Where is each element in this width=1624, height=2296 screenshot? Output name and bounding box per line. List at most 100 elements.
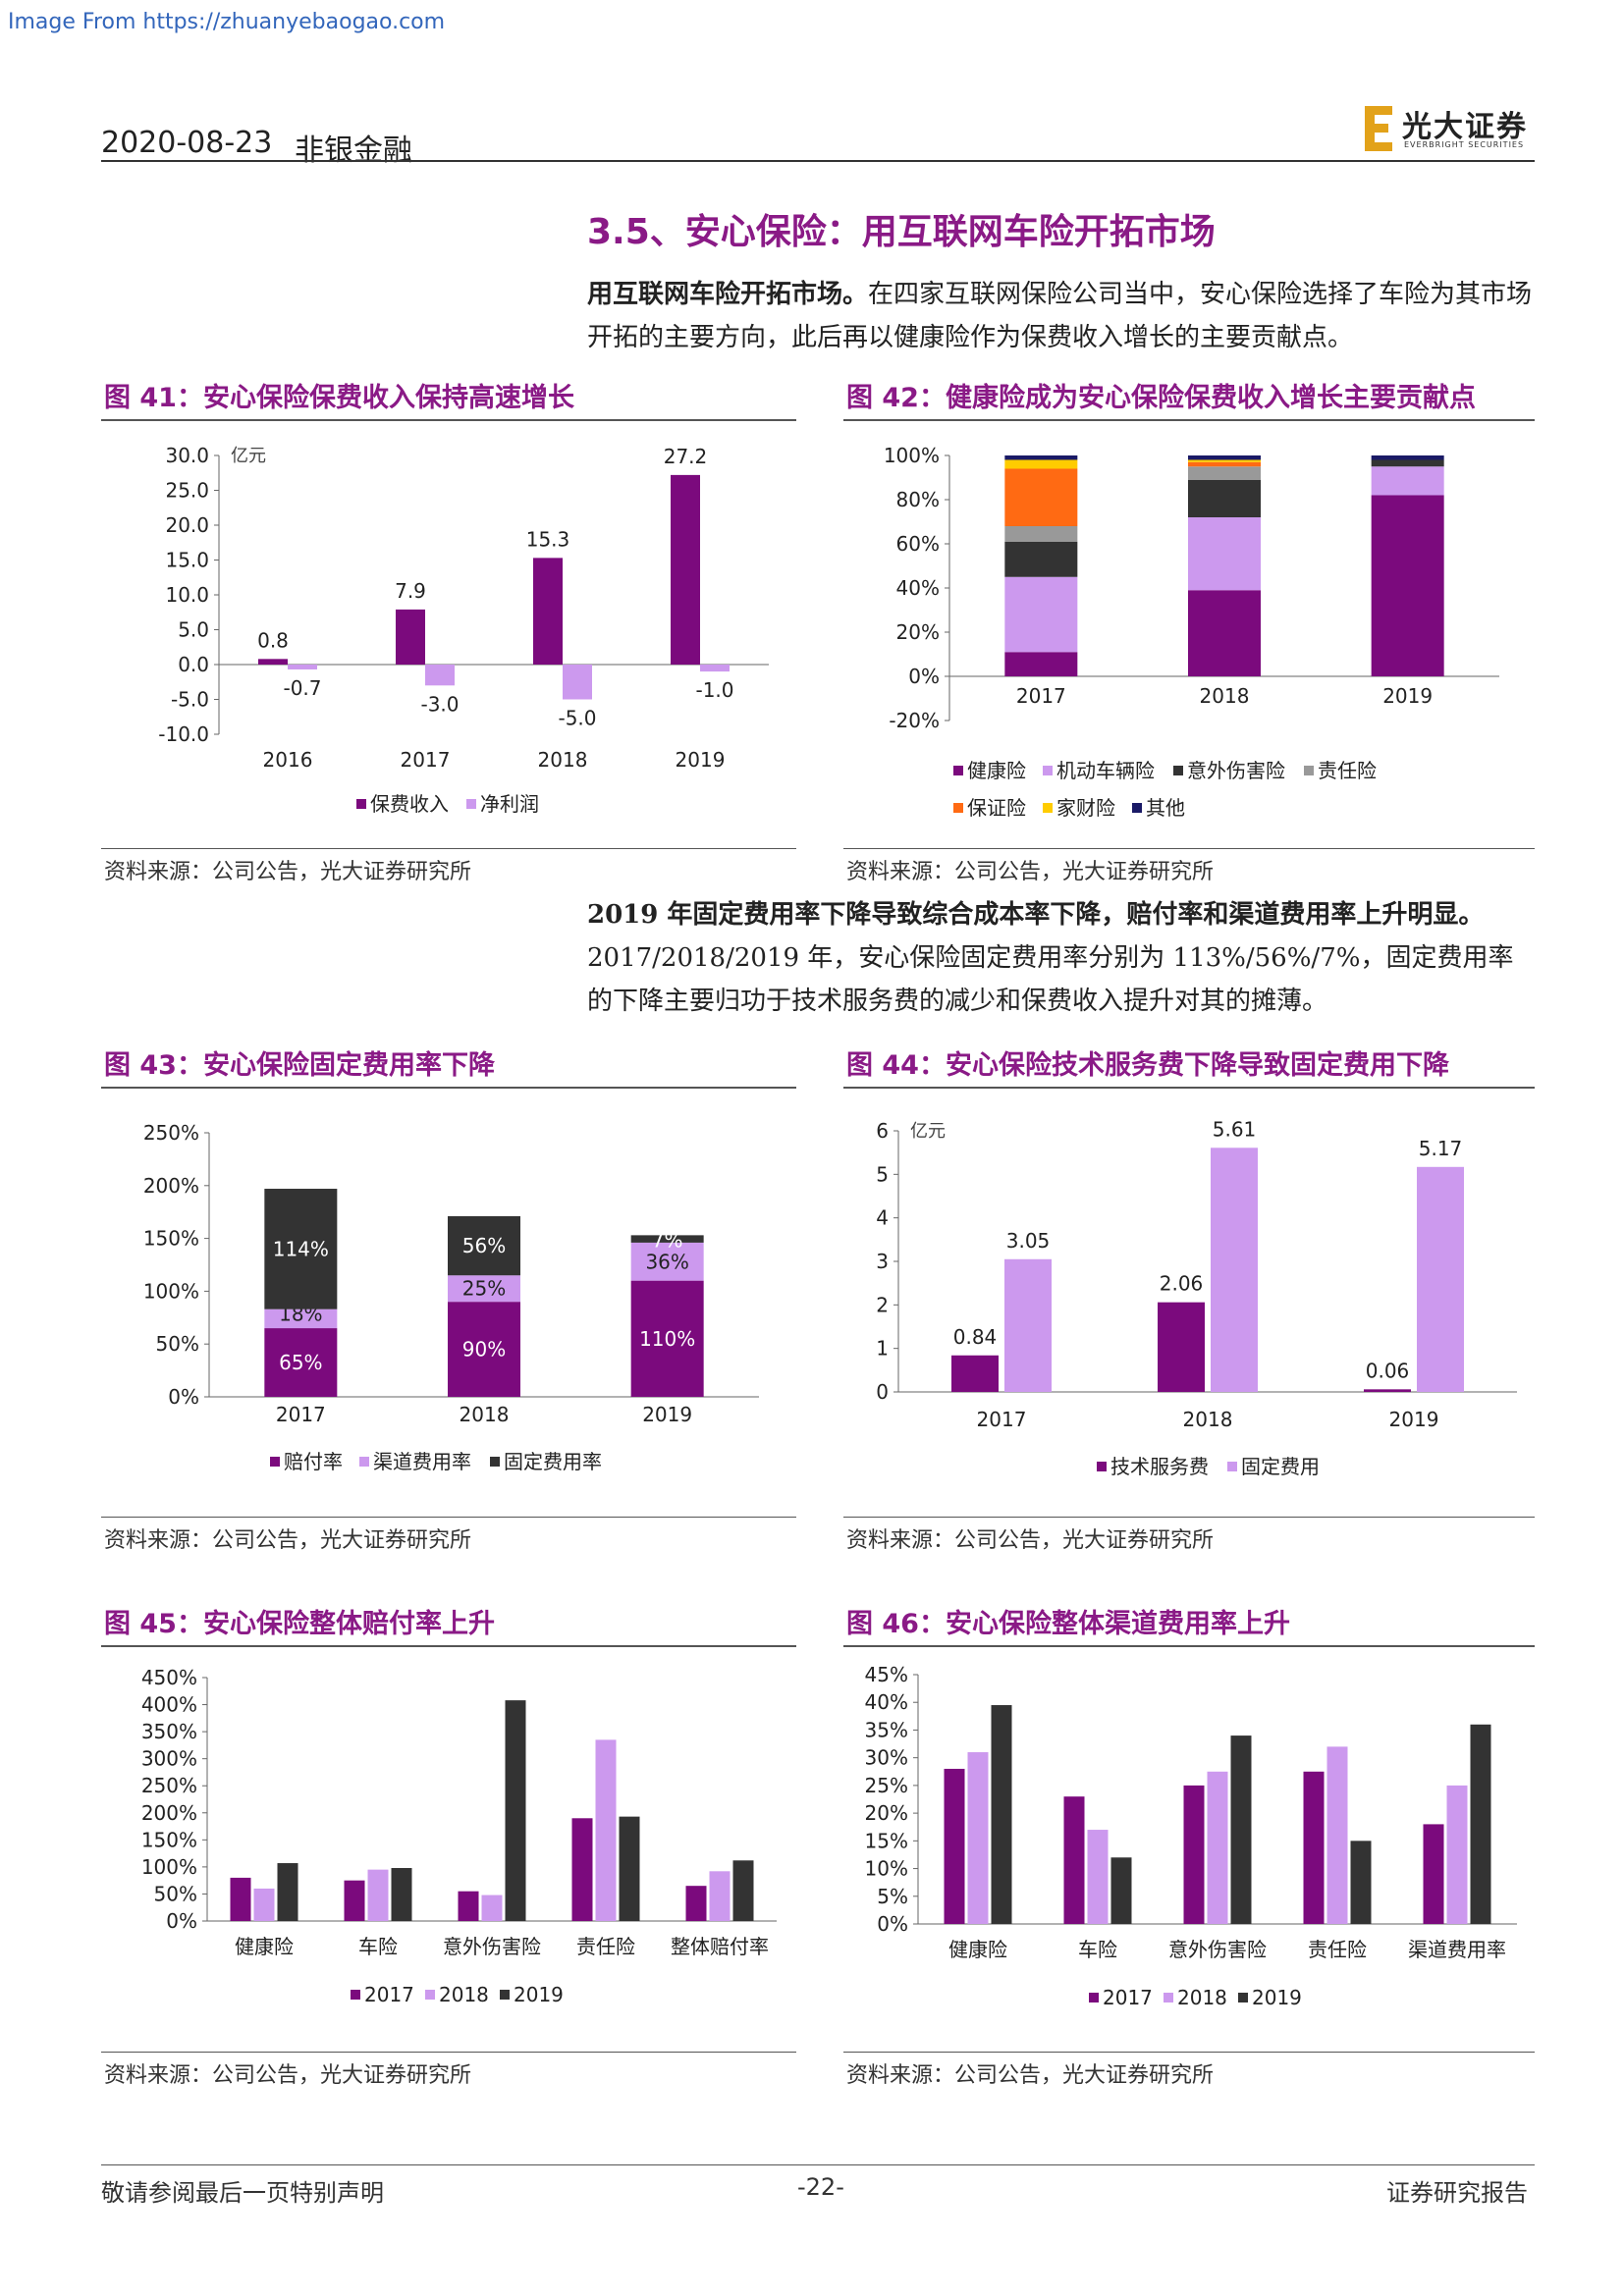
x-tick-label: 责任险	[1308, 1938, 1367, 1961]
y-tick-label: 150%	[143, 1227, 199, 1251]
bar	[1326, 1746, 1348, 1924]
y-tick-label: 45%	[865, 1663, 908, 1686]
legend-label: 2018	[1177, 1986, 1227, 2009]
bar	[425, 665, 455, 686]
x-tick-label: 2018	[460, 1403, 510, 1426]
y-tick-label: -10.0	[158, 722, 209, 746]
bar	[595, 1739, 617, 1921]
bar	[253, 1888, 275, 1921]
y-tick-label: 0%	[166, 1909, 197, 1933]
bar-segment	[448, 1275, 520, 1303]
bar	[685, 1886, 707, 1921]
bar-segment	[1004, 455, 1078, 460]
y-tick-label: 5%	[877, 1885, 908, 1908]
bar	[367, 1869, 389, 1921]
y-tick-label: -5.0	[171, 688, 209, 712]
data-label: 7%	[652, 1228, 683, 1252]
watermark-text[interactable]: Image From https://zhuanyebaogao.com	[8, 10, 446, 34]
bar	[671, 474, 700, 665]
figure-42-chart: 100% 80% 60% 40% 20% 0% -20% 2017 2018 2019 健康险 机动车…	[884, 444, 1499, 820]
legend-swatch	[1227, 1462, 1237, 1471]
bar-segment	[1371, 459, 1444, 467]
bar	[1350, 1841, 1372, 1924]
bar-segment	[1004, 459, 1078, 469]
data-label: 36%	[645, 1250, 688, 1273]
y-tick-label: 0	[876, 1380, 889, 1404]
figure-42-bottom-rule	[843, 848, 1535, 849]
x-tick-label: 2019	[642, 1403, 692, 1426]
bar	[1063, 1796, 1085, 1924]
y-tick-label: 0%	[908, 665, 940, 688]
data-label: 114%	[273, 1237, 329, 1260]
legend-swatch	[1164, 1993, 1173, 2002]
y-tick-label: 15.0	[165, 549, 209, 572]
x-tick-label: 2017	[1016, 684, 1066, 708]
figure-41-chart: 30.0 25.0 20.0 15.0 10.0 5.0 0.0 -5.0 -10.0 亿元 201…	[158, 444, 769, 816]
y-tick-label: 100%	[143, 1279, 199, 1303]
bar	[1423, 1824, 1444, 1924]
y-tick-label: 30%	[865, 1746, 908, 1770]
legend-swatch	[1173, 766, 1183, 775]
y-tick-label: 10.0	[165, 583, 209, 607]
legend-label: 2018	[439, 1983, 489, 2006]
x-tick-label: 责任险	[576, 1935, 635, 1958]
bar-segment	[1188, 466, 1261, 480]
y-tick-label: 5.0	[178, 618, 209, 642]
bar-segment	[1188, 479, 1261, 517]
figure-43-bottom-rule	[101, 1517, 796, 1518]
figure-46-top-rule	[843, 1645, 1535, 1647]
y-tick-label: 25%	[865, 1774, 908, 1797]
x-tick-label: 健康险	[948, 1938, 1007, 1961]
y-tick-label: 100%	[141, 1855, 197, 1879]
bar	[1470, 1724, 1491, 1924]
data-label: 65%	[279, 1351, 322, 1374]
x-tick-label: 2017	[977, 1408, 1027, 1431]
y-tick-label: 30.0	[165, 444, 209, 467]
bar	[505, 1700, 526, 1921]
x-tick-label: 渠道费用率	[1408, 1938, 1506, 1961]
x-tick-label: 2018	[538, 748, 588, 772]
legend-swatch	[359, 1457, 369, 1467]
figure-46-title: 图 46：安心保险整体渠道费用率上升	[846, 1609, 1290, 1639]
figure-43-source: 资料来源：公司公告，光大证券研究所	[104, 1528, 472, 1553]
y-tick-label: 3	[876, 1250, 889, 1273]
footer-report-type: 证券研究报告	[1386, 2179, 1528, 2207]
figure-46-chart: 45% 40% 35% 30% 25% 20% 15% 10% 5% 0% 健康险 车险 意外伤害险 责任…	[865, 1663, 1517, 2009]
legend-label: 责任险	[1318, 759, 1377, 782]
bar	[1087, 1830, 1109, 1924]
figure-44-title: 图 44：安心保险技术服务费下降导致固定费用下降	[846, 1050, 1449, 1081]
bar-segment	[1188, 517, 1261, 591]
y-tick-label: 250%	[143, 1121, 199, 1145]
bar	[967, 1752, 989, 1924]
bar	[344, 1880, 365, 1921]
data-label: 27.2	[664, 445, 708, 468]
figure-41-source: 资料来源：公司公告，光大证券研究所	[104, 860, 472, 884]
y-tick-label: 200%	[143, 1174, 199, 1198]
figure-44-source: 资料来源：公司公告，光大证券研究所	[846, 1528, 1215, 1553]
x-tick-label: 2018	[1183, 1408, 1233, 1431]
legend-swatch	[1238, 1993, 1248, 2002]
data-label: 90%	[462, 1338, 506, 1362]
legend-swatch	[466, 799, 476, 809]
y-tick-label: 60%	[896, 532, 940, 556]
bar-segment	[1188, 590, 1261, 676]
y-tick-label: 35%	[865, 1718, 908, 1741]
y-tick-label: 10%	[865, 1857, 908, 1881]
header-divider	[101, 160, 1535, 162]
figure-45-title: 图 45：安心保险整体赔付率上升	[104, 1609, 495, 1639]
figure-44-chart: 6 5 4 3 2 1 0 亿元 2017 2018 2019 0.84 3.05 2.06 5.61 0.0…	[876, 1117, 1517, 1478]
legend-swatch	[1304, 766, 1314, 775]
figure-45-source: 资料来源：公司公告，光大证券研究所	[104, 2063, 472, 2088]
figure-45-chart: 450% 400% 350% 300% 250% 200% 150% 100% 50% 0% 健康险…	[141, 1666, 777, 2006]
y-tick-label: 40%	[865, 1690, 908, 1714]
x-tick-label: 2018	[1200, 684, 1250, 708]
bar	[1004, 1258, 1052, 1392]
x-tick-label: 整体赔付率	[671, 1935, 769, 1958]
paragraph-1: 用互联网车险开拓市场。在四家互联网保险公司当中，安心保险选择了车险为其市场开拓的…	[587, 273, 1535, 359]
legend-label: 净利润	[480, 792, 539, 816]
y-tick-label: 350%	[141, 1720, 197, 1743]
legend-label: 固定费用率	[504, 1450, 602, 1473]
legend-label: 家财险	[1056, 796, 1115, 820]
x-tick-label: 健康险	[235, 1935, 294, 1958]
x-tick-label: 2019	[1382, 684, 1433, 708]
